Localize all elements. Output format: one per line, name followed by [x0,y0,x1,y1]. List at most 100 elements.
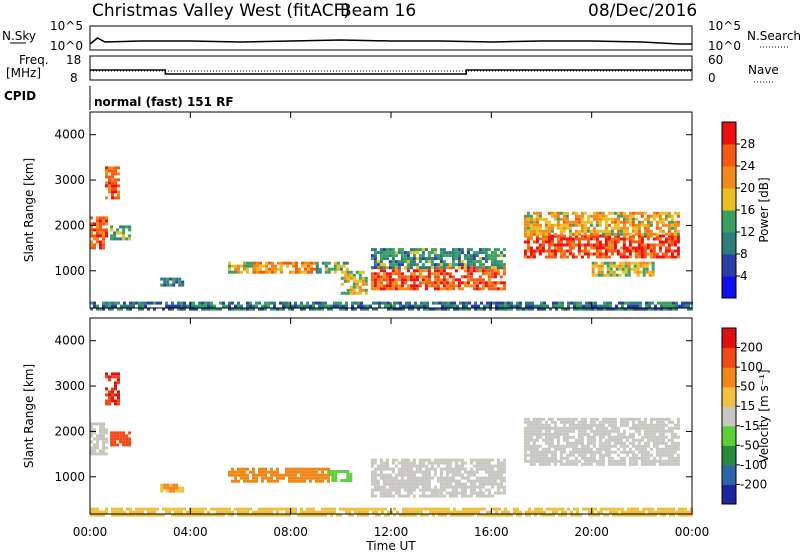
power-cell [583,243,587,247]
velocity-cell [667,438,671,442]
velocity-cell [586,450,590,454]
power-cell [370,257,374,261]
velocity-cell [664,441,668,445]
velocity-cell [424,476,428,480]
power-cell [562,243,566,247]
velocity-cell [433,458,437,462]
power-cell [409,260,413,264]
velocity-cell [276,507,279,511]
power-cell [234,264,237,268]
power-cell [652,217,656,221]
velocity-cell [562,462,566,466]
power-cell [442,248,446,252]
velocity-cell [643,450,647,454]
velocity-cell [409,461,413,465]
power-cell [313,261,316,265]
power-cell [340,276,344,280]
power-cell [526,211,530,215]
velocity-cell [318,476,321,480]
velocity-cell [451,494,455,498]
velocity-cell [321,513,324,517]
velocity-cell [412,482,416,486]
velocity-cell [529,432,533,436]
power-cell [105,181,108,185]
velocity-cell [370,494,374,498]
power-cell [574,234,578,238]
power-cell [409,251,413,255]
velocity-cell [373,482,377,486]
velocity-cell [595,423,599,427]
power-cell [664,255,668,259]
power-cell [454,254,458,258]
power-cell [382,269,386,273]
velocity-cell [565,444,569,448]
velocity-cell [577,453,581,457]
power-cell [631,226,635,230]
power-cell [562,220,566,224]
velocity-cell [385,464,389,468]
frequency-panel: Freq. [MHz] 18 8 60 0 Nave [6,53,779,85]
velocity-cell [601,441,605,445]
velocity-cell [376,467,380,471]
velocity-cell [397,485,401,489]
power-cell [366,304,369,308]
velocity-cell [565,438,569,442]
power-cell [490,260,494,264]
power-cell [159,301,162,305]
velocity-cell [412,470,416,474]
velocity-cell [610,420,614,424]
velocity-cell [544,450,548,454]
power-cell [637,243,641,247]
power-cell [99,219,102,223]
velocity-cell [420,510,423,514]
power-cell [307,264,310,268]
velocity-cell [234,479,237,483]
power-cell [122,231,126,235]
velocity-cell [385,479,389,483]
velocity-cell [324,467,327,471]
power-cell [648,301,651,305]
velocity-cell [499,461,503,465]
velocity-cell [348,510,351,514]
power-cell [318,270,322,274]
velocity-cell [282,507,285,511]
power-cell [526,234,530,238]
velocity-cell [424,485,428,489]
power-cell [268,267,271,271]
velocity-cell [406,494,410,498]
velocity-cell [568,423,572,427]
power-cell [631,249,635,253]
power-cell [618,264,622,268]
power-cell [628,255,632,259]
power-cell [138,304,141,308]
velocity-cell [658,453,662,457]
velocity-cell [312,510,315,514]
power-cell [643,226,647,230]
power-cell [643,252,647,256]
power-cell [162,307,165,311]
velocity-cell [619,438,623,442]
velocity-cell [667,459,671,463]
velocity-cell [640,462,644,466]
power-cell [210,304,213,308]
velocity-cell [493,476,497,480]
power-cell [487,275,491,279]
velocity-cell [442,494,446,498]
power-cell [531,307,534,311]
velocity-cell [475,467,479,471]
velocity-cell [303,510,306,514]
power-cell [495,307,498,311]
velocity-cell [418,470,422,474]
power-cell [99,246,102,250]
velocity-cell [643,441,647,445]
power-cell [122,225,126,229]
power-cell [610,240,614,244]
power-cell [676,229,680,233]
velocity-cell [378,507,381,511]
power-cell [652,214,656,218]
power-cell [192,301,195,305]
velocity-cell [417,510,420,514]
power-cell [580,211,584,215]
velocity-cell [412,479,416,483]
power-cell [472,251,476,255]
